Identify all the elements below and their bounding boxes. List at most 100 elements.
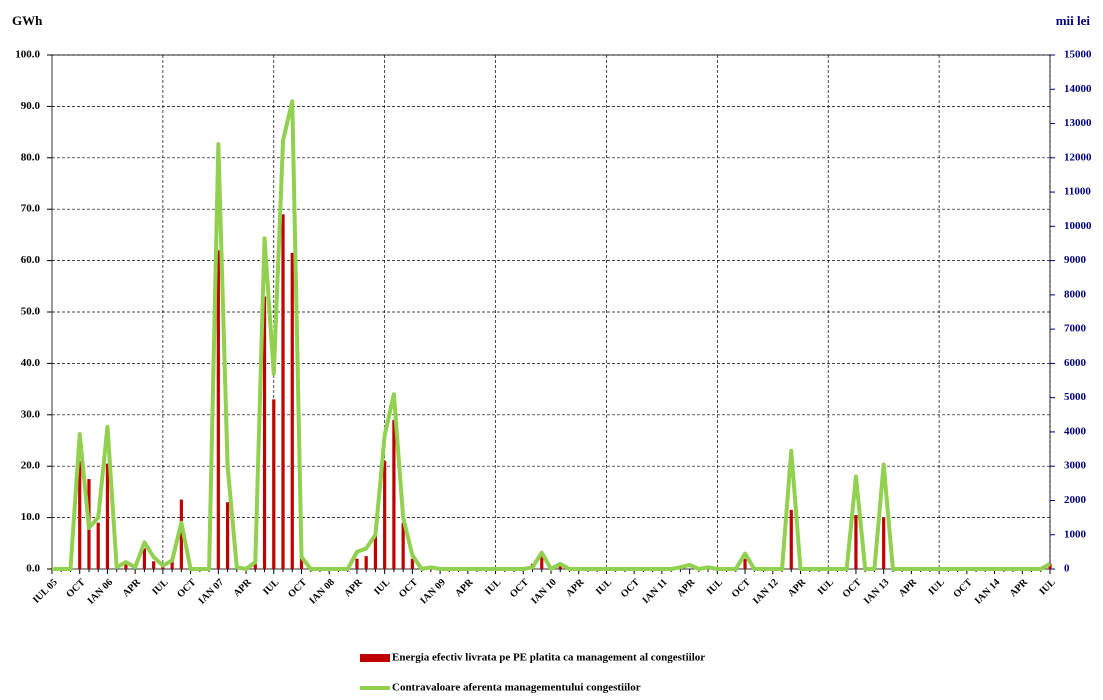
y2-tick-label: 1000 [1064, 528, 1087, 540]
y-axis-title: GWh [12, 13, 43, 28]
y2-tick-label: 6000 [1064, 357, 1087, 369]
bar [401, 522, 405, 569]
x-tick-label: IAN 07 [196, 577, 226, 607]
legend-label: Contravaloare aferenta managementului co… [392, 682, 641, 694]
bar [78, 461, 82, 569]
bar [364, 556, 368, 569]
x-tick-label: IAN 14 [973, 577, 1003, 607]
bar [142, 548, 147, 569]
x-tick-label: IUL [261, 577, 282, 598]
x-tick-label: APR [564, 576, 587, 599]
y2-tick-label: 11000 [1064, 186, 1091, 198]
x-tick-label: IAN 08 [307, 577, 337, 607]
legend-label: Energia efectiv livrata pe PE platita ca… [392, 652, 705, 664]
y2-tick-label: 13000 [1064, 117, 1092, 129]
x-tick-label: OCT [619, 577, 642, 600]
y-tick-label: 90.0 [21, 100, 41, 112]
x-tick-label: IAN 09 [418, 577, 448, 607]
y2-tick-label: 0 [1064, 563, 1070, 575]
bar [152, 561, 156, 569]
bar [170, 561, 174, 569]
x-tick-label: APR [231, 576, 254, 599]
bar [225, 502, 230, 569]
x-tick-label: IUL [372, 577, 393, 598]
bar [789, 509, 793, 569]
bar [105, 463, 110, 569]
y2-tick-label: 12000 [1064, 151, 1092, 163]
y-tick-label: 30.0 [21, 408, 41, 420]
y2-tick-label: 2000 [1064, 494, 1087, 506]
x-tick-label: IUL [150, 577, 171, 598]
bar [882, 517, 886, 569]
x-tick-label: IAN 12 [751, 577, 781, 607]
y-tick-label: 80.0 [21, 151, 41, 163]
x-tick-label: OCT [64, 577, 87, 600]
y-tick-label: 20.0 [21, 460, 41, 472]
bar [216, 250, 220, 569]
bar [392, 419, 396, 569]
x-tick-label: APR [342, 576, 365, 599]
x-tick-label: OCT [841, 577, 864, 600]
line [52, 99, 1051, 571]
y-tick-label: 50.0 [21, 306, 41, 318]
bar [383, 461, 387, 569]
bar [355, 558, 359, 569]
y2-tick-label: 3000 [1064, 460, 1087, 472]
x-tick-label: APR [121, 576, 144, 599]
x-tick-label: IUL 05 [31, 577, 60, 606]
y-tick-label: 0.0 [26, 563, 40, 575]
x-tick-label: APR [786, 576, 809, 599]
x-tick-label: IUL [705, 577, 726, 598]
x-tick-label: IAN 13 [862, 577, 892, 607]
bar [854, 515, 858, 569]
x-tick-label: OCT [730, 577, 753, 600]
y2-axis-title: mii lei [1056, 13, 1091, 28]
x-tick-label: IUL [926, 577, 947, 598]
y2-tick-label: 7000 [1064, 323, 1087, 335]
x-tick-label: OCT [508, 577, 531, 600]
legend-swatch [360, 654, 390, 662]
x-tick-label: APR [1008, 576, 1031, 599]
x-tick-label: OCT [286, 577, 309, 600]
x-tick-label: IUL [816, 577, 837, 598]
y2-tick-label: 14000 [1064, 83, 1092, 95]
x-tick-label: OCT [951, 577, 974, 600]
x-tick-label: OCT [397, 577, 420, 600]
x-tick-label: IUL [483, 577, 504, 598]
x-tick-label: IUL [594, 577, 615, 598]
y2-tick-label: 5000 [1064, 391, 1087, 403]
y2-tick-label: 15000 [1064, 49, 1092, 61]
y2-tick-label: 10000 [1064, 220, 1092, 232]
x-tick-label: OCT [175, 577, 198, 600]
bar [161, 566, 165, 569]
bar [299, 553, 304, 569]
x-tick-label: APR [453, 576, 476, 599]
bar [96, 522, 100, 569]
y2-tick-label: 8000 [1064, 288, 1087, 300]
x-tick-label: APR [675, 576, 698, 599]
x-tick-label: APR [897, 576, 920, 599]
y-tick-label: 40.0 [21, 357, 41, 369]
bar [558, 566, 562, 569]
bar [1048, 563, 1052, 569]
x-tick-label: IAN 11 [640, 577, 669, 606]
bar [540, 556, 544, 569]
x-tick-label: IAN 10 [529, 577, 559, 607]
x-tick-label: IAN 06 [86, 577, 116, 607]
bar [262, 296, 267, 569]
y-tick-label: 60.0 [21, 254, 41, 266]
y-tick-label: 10.0 [21, 511, 41, 523]
y2-tick-label: 4000 [1064, 425, 1087, 437]
bar [272, 399, 276, 569]
bar [281, 214, 285, 569]
y2-tick-label: 9000 [1064, 254, 1087, 266]
bar [290, 252, 294, 569]
plot-frame [51, 54, 1051, 570]
x-tick-label: IUL [1037, 577, 1058, 598]
bar [253, 563, 257, 569]
bar [743, 558, 747, 569]
bar [179, 499, 183, 569]
bar [373, 535, 378, 569]
y-tick-label: 70.0 [21, 203, 41, 215]
